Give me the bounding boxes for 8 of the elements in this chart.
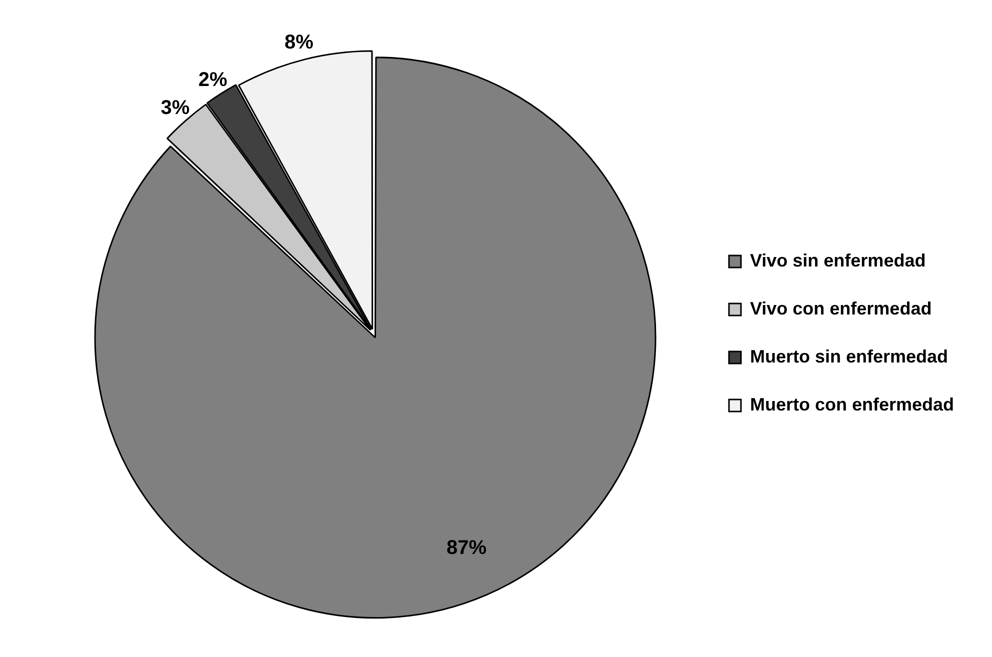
data-label: 3% <box>160 97 190 120</box>
legend-label: Vivo sin enfermedad <box>750 250 926 270</box>
data-label: 2% <box>198 68 228 91</box>
data-label: 87% <box>446 537 487 560</box>
legend-label: Muerto con enfermedad <box>750 394 954 414</box>
data-label: 8% <box>284 32 314 54</box>
legend-label: Muerto sin enfermedad <box>750 346 948 366</box>
legend-label: Vivo con enfermedad <box>750 298 932 318</box>
